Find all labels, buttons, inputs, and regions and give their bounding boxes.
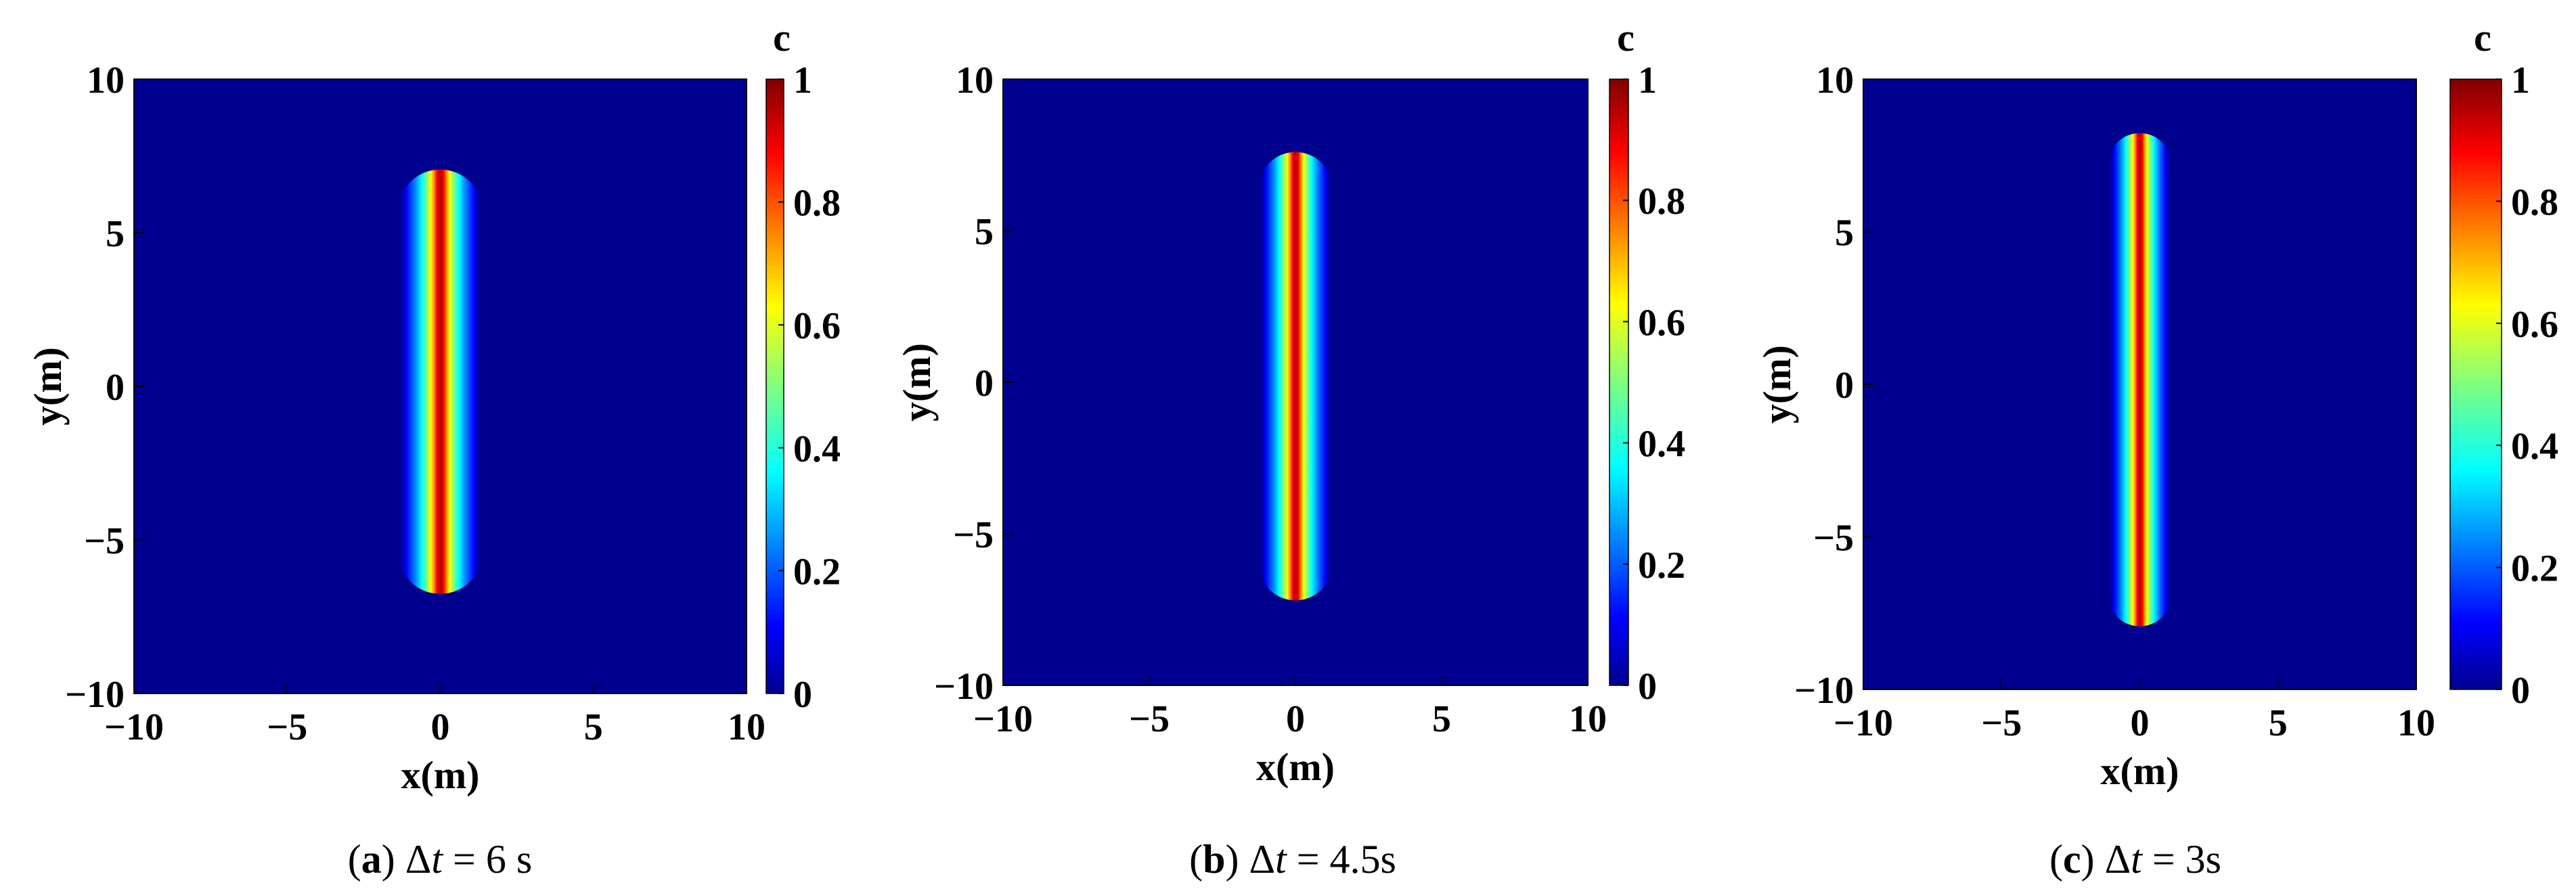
y-tick-label: −10: [65, 674, 125, 716]
x-axis-label: x(m): [1256, 745, 1335, 789]
y-tick-label: 5: [106, 213, 125, 255]
panel-c: −10 −5 0 5 10 10 5 0 −5 −10 x(m) y(m) 1 0.8 0.6 0.4 0.2 0…: [1755, 16, 2558, 882]
colorbar-tick-label: 0.6: [1638, 302, 1685, 344]
colorbar-title: c: [773, 16, 791, 60]
panel-b: −10 −5 0 5 10 10 5 0 −5 −10 x(m) y(m) 1 0.8 0.6 0.4 0.2 0…: [895, 16, 1685, 882]
y-tick-label: −5: [84, 520, 125, 562]
concentration-band: [2108, 133, 2172, 626]
colorbar: [765, 78, 784, 694]
x-tick-label: 10: [2397, 702, 2435, 744]
y-tick-label: −5: [1813, 518, 1854, 560]
colorbar-tick-label: 0.4: [1638, 424, 1685, 465]
x-tick-label: 5: [1432, 698, 1451, 740]
x-tick-label: −10: [1834, 702, 1893, 744]
colorbar-tick-label: 0.8: [2511, 181, 2558, 223]
panel-caption: (c) Δt = 3s: [2049, 837, 2221, 882]
concentration-band: [398, 169, 483, 594]
y-tick-label: 0: [975, 363, 994, 405]
colorbar-tick-label: 0.8: [793, 183, 841, 225]
concentration-band: [1258, 152, 1333, 601]
plot-frame: [1002, 78, 1589, 686]
colorbar-tick-label: 0.4: [793, 428, 841, 470]
x-tick-label: 10: [1569, 698, 1607, 740]
colorbar-tick-label: 1: [2511, 60, 2530, 101]
y-tick-label: −5: [953, 514, 994, 556]
colorbar-tick-label: 0.4: [2511, 426, 2558, 468]
colorbar-tick-label: 0.8: [1638, 181, 1685, 223]
colorbar-tick-label: 0.2: [793, 551, 841, 593]
colorbar-tick-label: 0: [2511, 670, 2530, 712]
y-tick-label: −10: [934, 666, 994, 708]
colorbar-title: c: [2474, 16, 2491, 60]
colorbar-title: c: [1617, 16, 1635, 60]
colorbar: [2449, 78, 2502, 690]
y-tick-label: 10: [87, 60, 125, 101]
colorbar-tick-label: 1: [793, 60, 812, 101]
y-tick-label: 10: [1816, 60, 1854, 101]
y-axis-label: y(m): [26, 347, 70, 426]
y-tick-label: −10: [1794, 670, 1854, 712]
panel-caption: (a) Δt = 6 s: [348, 837, 532, 882]
x-axis-label: x(m): [2101, 749, 2179, 793]
y-axis-label: y(m): [895, 343, 939, 421]
colorbar-tick-label: 0.6: [793, 305, 841, 347]
panel-caption: (b) Δt = 4.5s: [1189, 837, 1396, 882]
colorbar: [1609, 78, 1629, 686]
x-tick-label: −5: [1129, 698, 1170, 740]
x-tick-label: 0: [1286, 698, 1305, 740]
plot-frame: [133, 78, 747, 694]
y-tick-label: 0: [106, 367, 125, 409]
y-tick-label: 10: [956, 60, 994, 101]
colorbar-tick-label: 0: [1638, 666, 1657, 708]
x-tick-label: 10: [728, 706, 765, 748]
x-tick-label: −5: [1981, 702, 2022, 744]
y-tick-label: 5: [1835, 212, 1854, 254]
x-tick-label: 0: [2131, 702, 2150, 744]
y-tick-label: 0: [1835, 365, 1854, 407]
plot-frame: [1863, 78, 2417, 690]
colorbar-tick-label: 0.2: [2511, 548, 2558, 590]
colorbar-tick-label: 1: [1638, 60, 1657, 101]
x-tick-label: −5: [267, 706, 307, 748]
y-tick-label: 5: [975, 211, 994, 253]
colorbar-tick-label: 0: [793, 674, 812, 716]
panel-a: −10 −5 0 5 10 10 5 0 −5 −10 x(m) y(m) 1 0.8 0.6 0.4 0.2 0…: [26, 16, 841, 882]
x-tick-label: 5: [584, 706, 603, 748]
x-axis-label: x(m): [401, 753, 480, 797]
x-tick-label: −10: [973, 698, 1033, 740]
colorbar-tick-label: 0.6: [2511, 304, 2558, 346]
colorbar-tick-label: 0.2: [1638, 545, 1685, 587]
y-axis-label: y(m): [1755, 345, 1799, 424]
x-tick-label: −10: [104, 706, 164, 748]
x-tick-label: 0: [431, 706, 450, 748]
x-tick-label: 5: [2269, 702, 2288, 744]
